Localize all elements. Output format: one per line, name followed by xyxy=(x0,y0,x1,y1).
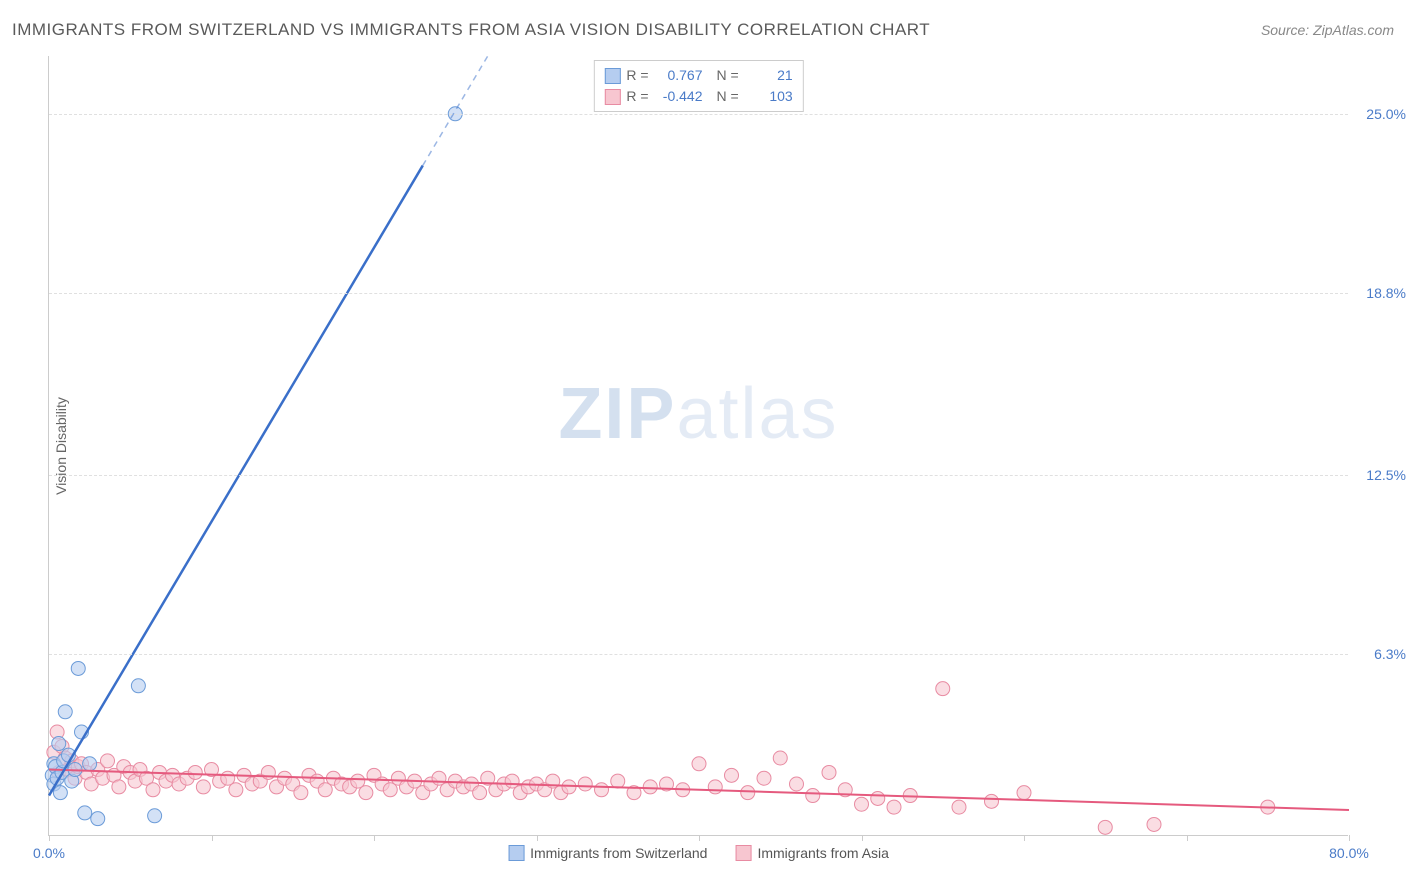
data-point xyxy=(936,682,950,696)
data-point xyxy=(578,777,592,791)
legend-item-asia: Immigrants from Asia xyxy=(735,845,888,861)
data-point xyxy=(708,780,722,794)
data-point xyxy=(294,786,308,800)
data-point xyxy=(359,786,373,800)
xtick xyxy=(1187,835,1188,841)
data-point xyxy=(595,783,609,797)
data-point xyxy=(952,800,966,814)
n-label: N = xyxy=(717,86,739,107)
r-value-switzerland: 0.767 xyxy=(655,65,703,86)
data-point xyxy=(643,780,657,794)
xtick xyxy=(49,835,50,841)
data-point xyxy=(887,800,901,814)
gridline xyxy=(49,293,1348,294)
data-point xyxy=(196,780,210,794)
gridline xyxy=(49,114,1348,115)
n-value-switzerland: 21 xyxy=(745,65,793,86)
r-label: R = xyxy=(626,65,648,86)
xtick xyxy=(212,835,213,841)
legend-label-asia: Immigrants from Asia xyxy=(757,845,888,861)
data-point xyxy=(806,789,820,803)
data-point xyxy=(871,791,885,805)
n-label: N = xyxy=(717,65,739,86)
data-point xyxy=(985,794,999,808)
chart-container: ZIPatlas R = 0.767 N = 21 R = -0.442 N =… xyxy=(48,56,1348,836)
xtick xyxy=(862,835,863,841)
xtick xyxy=(1024,835,1025,841)
chart-title: IMMIGRANTS FROM SWITZERLAND VS IMMIGRANT… xyxy=(12,20,930,40)
data-point xyxy=(146,783,160,797)
xtick xyxy=(699,835,700,841)
xtick xyxy=(537,835,538,841)
data-point xyxy=(790,777,804,791)
legend-item-switzerland: Immigrants from Switzerland xyxy=(508,845,707,861)
data-point xyxy=(101,754,115,768)
data-point xyxy=(229,783,243,797)
gridline xyxy=(49,654,1348,655)
data-point xyxy=(71,661,85,675)
ytick-label: 25.0% xyxy=(1366,106,1406,122)
regression-line-switzerland-solid xyxy=(49,166,423,796)
swatch-switzerland xyxy=(604,68,620,84)
data-point xyxy=(611,774,625,788)
chart-header: IMMIGRANTS FROM SWITZERLAND VS IMMIGRANT… xyxy=(12,20,1394,40)
r-label: R = xyxy=(626,86,648,107)
legend-label-switzerland: Immigrants from Switzerland xyxy=(530,845,707,861)
data-point xyxy=(1098,820,1112,834)
regression-line-asia xyxy=(49,770,1349,810)
data-point xyxy=(773,751,787,765)
data-point xyxy=(473,786,487,800)
data-point xyxy=(53,786,67,800)
xtick xyxy=(374,835,375,841)
data-point xyxy=(78,806,92,820)
swatch-asia xyxy=(604,89,620,105)
data-point xyxy=(188,765,202,779)
data-point xyxy=(692,757,706,771)
n-value-asia: 103 xyxy=(745,86,793,107)
gridline xyxy=(49,475,1348,476)
data-point xyxy=(83,757,97,771)
data-point xyxy=(855,797,869,811)
data-point xyxy=(1017,786,1031,800)
correlation-stats-box: R = 0.767 N = 21 R = -0.442 N = 103 xyxy=(593,60,803,112)
ytick-label: 18.8% xyxy=(1366,285,1406,301)
xtick-label-max: 80.0% xyxy=(1329,845,1369,861)
xtick xyxy=(1349,835,1350,841)
data-point xyxy=(52,737,66,751)
data-point xyxy=(1147,817,1161,831)
data-point xyxy=(822,765,836,779)
data-point xyxy=(148,809,162,823)
chart-source: Source: ZipAtlas.com xyxy=(1261,22,1394,38)
plot-svg xyxy=(49,56,1349,836)
stats-row-switzerland: R = 0.767 N = 21 xyxy=(604,65,792,86)
data-point xyxy=(131,679,145,693)
data-point xyxy=(58,705,72,719)
data-point xyxy=(757,771,771,785)
swatch-switzerland xyxy=(508,845,524,861)
data-point xyxy=(562,780,576,794)
ytick-label: 12.5% xyxy=(1366,467,1406,483)
r-value-asia: -0.442 xyxy=(655,86,703,107)
plot-area: ZIPatlas R = 0.767 N = 21 R = -0.442 N =… xyxy=(48,56,1348,836)
data-point xyxy=(725,768,739,782)
data-point xyxy=(741,786,755,800)
data-point xyxy=(112,780,126,794)
bottom-legend: Immigrants from Switzerland Immigrants f… xyxy=(508,845,889,861)
stats-row-asia: R = -0.442 N = 103 xyxy=(604,86,792,107)
data-point xyxy=(91,812,105,826)
swatch-asia xyxy=(735,845,751,861)
xtick-label-min: 0.0% xyxy=(33,845,65,861)
ytick-label: 6.3% xyxy=(1374,646,1406,662)
